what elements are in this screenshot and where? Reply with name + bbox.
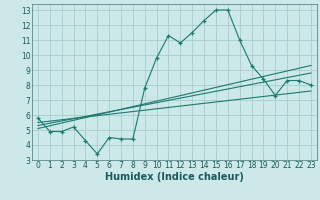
X-axis label: Humidex (Indice chaleur): Humidex (Indice chaleur) <box>105 172 244 182</box>
